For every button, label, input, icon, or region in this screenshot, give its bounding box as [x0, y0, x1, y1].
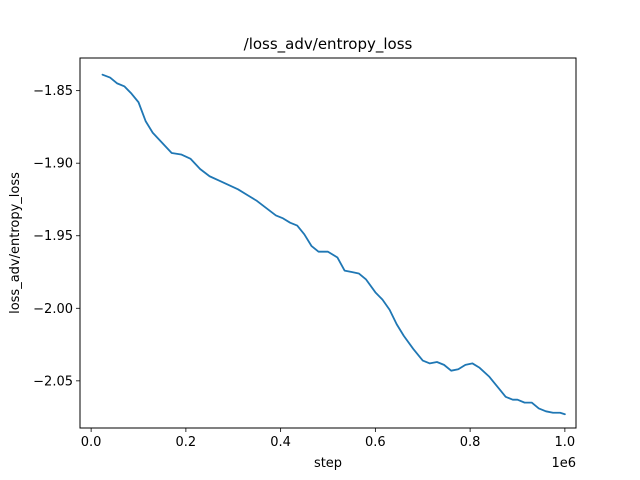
plot-area: [80, 58, 576, 428]
x-axis-label: step: [314, 456, 342, 471]
x-tick-label: 0.6: [365, 435, 386, 450]
x-tick-label: 1.0: [555, 435, 576, 450]
x-tick-label: 0.0: [81, 435, 102, 450]
x-tick-label: 0.4: [270, 435, 291, 450]
x-tick-label: 0.8: [460, 435, 481, 450]
y-tick-label: −2.00: [33, 302, 73, 317]
x-tick-label: 0.2: [176, 435, 197, 450]
y-tick-label: −1.85: [33, 84, 73, 99]
series-line: [101, 73, 566, 416]
y-tick-label: −2.05: [33, 374, 73, 389]
x-axis-offset-label: 1e6: [551, 456, 576, 471]
x-axis-ticks: 0.0 0.2 0.4 0.6 0.8 1.0: [81, 428, 575, 450]
chart-title: /loss_adv/entropy_loss: [244, 35, 413, 54]
y-axis-ticks: −1.85 −1.90 −1.95 −2.00 −2.05: [33, 84, 80, 389]
plot-frame: [79, 57, 577, 429]
y-tick-label: −1.90: [33, 157, 73, 172]
y-tick-label: −1.95: [33, 229, 73, 244]
y-axis-label: loss_adv/entropy_loss: [8, 172, 23, 314]
